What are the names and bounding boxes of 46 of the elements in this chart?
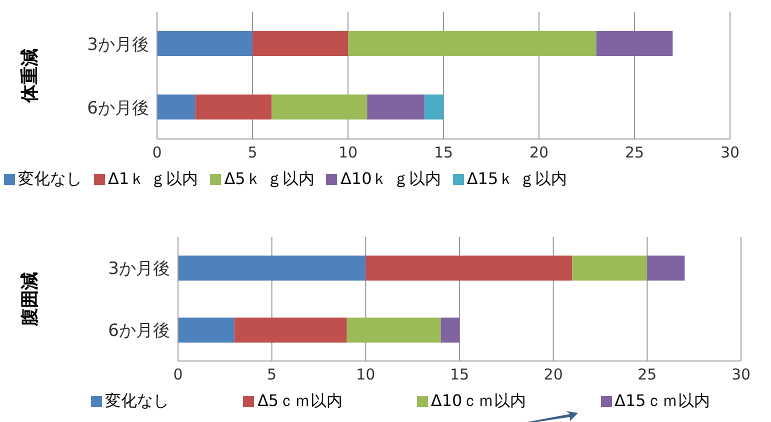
bar — [178, 318, 234, 343]
x-tick-label: 0 — [173, 366, 183, 384]
bar — [157, 94, 196, 120]
bar — [272, 94, 368, 120]
bar — [178, 256, 366, 281]
y-tick-label: 3か月後 — [108, 259, 170, 280]
x-tick-label: 0 — [152, 144, 162, 162]
x-tick-label: 30 — [731, 366, 751, 384]
x-tick-label: 5 — [248, 144, 258, 162]
x-tick-label: 20 — [544, 366, 563, 384]
legend-label: 変化なし — [105, 391, 170, 412]
bar — [348, 31, 596, 56]
legend-label: Δ15ｃｍ以内 — [614, 391, 710, 412]
x-tick-label: 15 — [450, 366, 470, 384]
legend-label: Δ1ｋ ｇ以内 — [108, 169, 198, 190]
x-tick-label: 10 — [338, 144, 358, 162]
x-tick-label: 10 — [356, 366, 376, 384]
bar — [424, 94, 444, 120]
x-tick-label: 20 — [529, 144, 549, 162]
bar — [346, 318, 441, 343]
x-tick-label: 25 — [624, 144, 644, 162]
legend-label: 変化なし — [18, 169, 82, 190]
legend-label: Δ5ｃｍ以内 — [257, 391, 343, 412]
legend-label: Δ5ｋ ｇ以内 — [224, 169, 314, 190]
legend-label: Δ15ｋ ｇ以内 — [466, 169, 568, 190]
bar — [252, 31, 348, 56]
bar — [572, 256, 648, 281]
bar — [596, 31, 673, 56]
y-tick-label: 6か月後 — [108, 321, 170, 342]
x-tick-label: 25 — [638, 366, 657, 384]
y-tick-label: 6か月後 — [87, 98, 149, 118]
x-tick-label: 30 — [720, 144, 740, 162]
bar — [440, 318, 460, 343]
bar — [647, 256, 685, 281]
x-tick-label: 15 — [434, 144, 454, 162]
bar — [157, 31, 252, 56]
y-axis-title: 腹囲減 — [20, 272, 40, 327]
y-axis-title: 体重減 — [20, 48, 40, 104]
x-tick-label: 5 — [267, 366, 277, 384]
legend-label: Δ10ｋ ｇ以内 — [340, 169, 441, 190]
legend-label: Δ10ｃｍ以内 — [430, 391, 526, 412]
bar — [195, 94, 272, 120]
bar — [366, 256, 572, 281]
y-tick-label: 3か月後 — [87, 34, 149, 55]
bar — [234, 318, 347, 343]
bar — [367, 94, 424, 120]
